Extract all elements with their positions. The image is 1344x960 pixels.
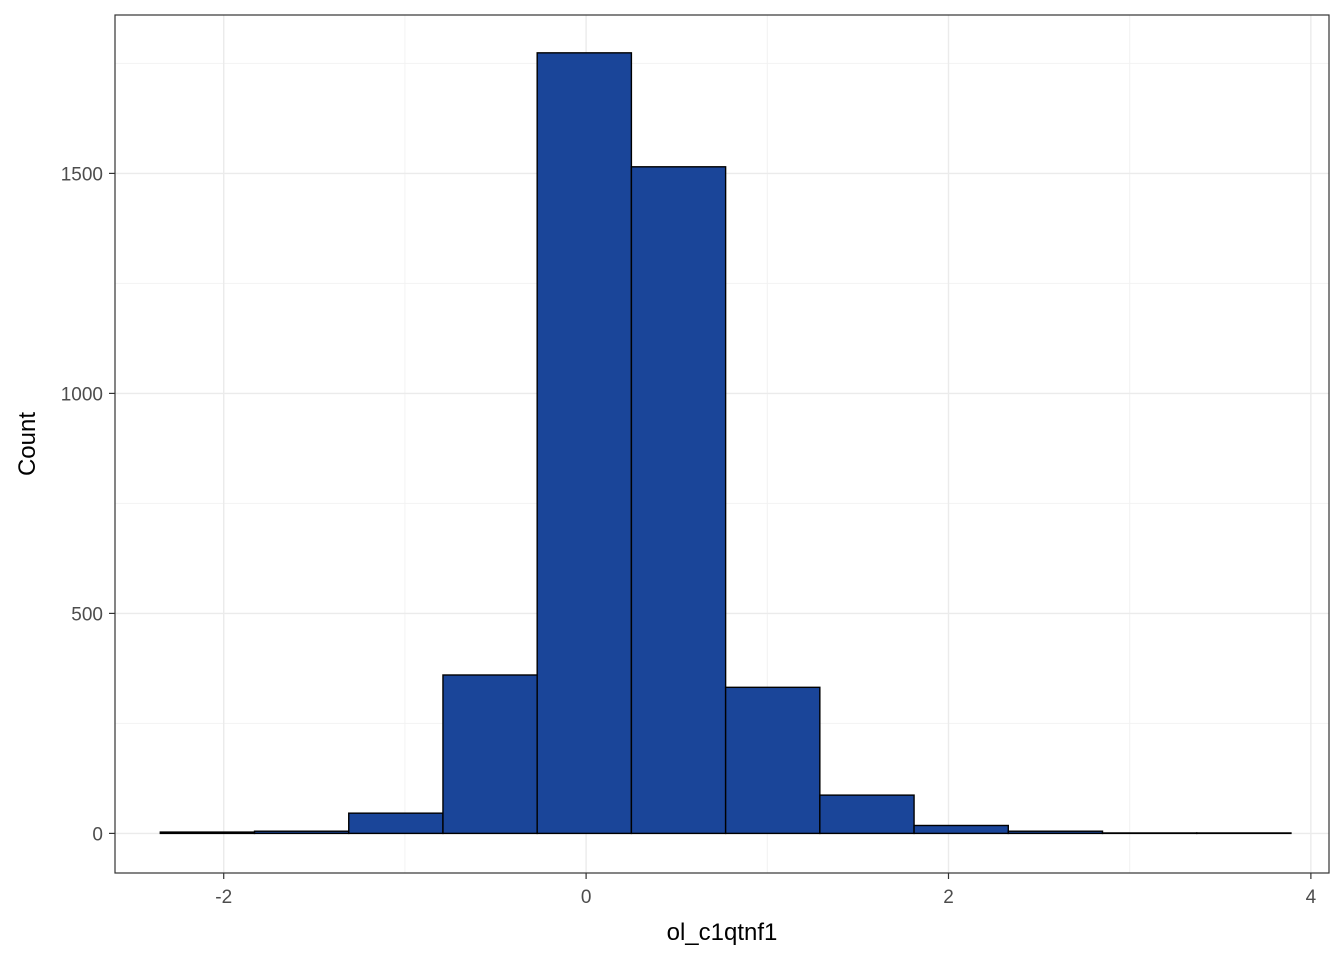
histogram-bar [1007, 830, 1104, 835]
histogram-bar [630, 166, 727, 835]
histogram-bar [348, 812, 444, 835]
panel-border [114, 14, 1330, 874]
y-tick-label: 500 [71, 604, 103, 625]
axis-ticks [109, 172, 1312, 879]
histogram-bar [536, 52, 633, 835]
histogram-bar [253, 830, 350, 835]
histogram-bar [442, 674, 538, 835]
x-axis-title: ol_c1qtnf1 [667, 919, 778, 946]
y-axis-title: Count [14, 412, 41, 476]
histogram-bar [819, 794, 915, 835]
y-tick-label: 1000 [61, 384, 103, 405]
histogram-bars [159, 52, 1292, 835]
histogram-bar [159, 831, 256, 835]
axis-tick-labels: -2 0 2 4 0 500 1000 1500 [61, 164, 1317, 908]
x-tick-label: 4 [1306, 887, 1317, 908]
x-tick-label: 2 [943, 887, 954, 908]
histogram-bar [724, 686, 821, 835]
y-tick-label: 1500 [61, 164, 103, 185]
x-tick-label: -2 [215, 887, 232, 908]
histogram-bar [913, 824, 1009, 835]
y-tick-label: 0 [92, 824, 103, 845]
x-tick-label: 0 [581, 887, 592, 908]
